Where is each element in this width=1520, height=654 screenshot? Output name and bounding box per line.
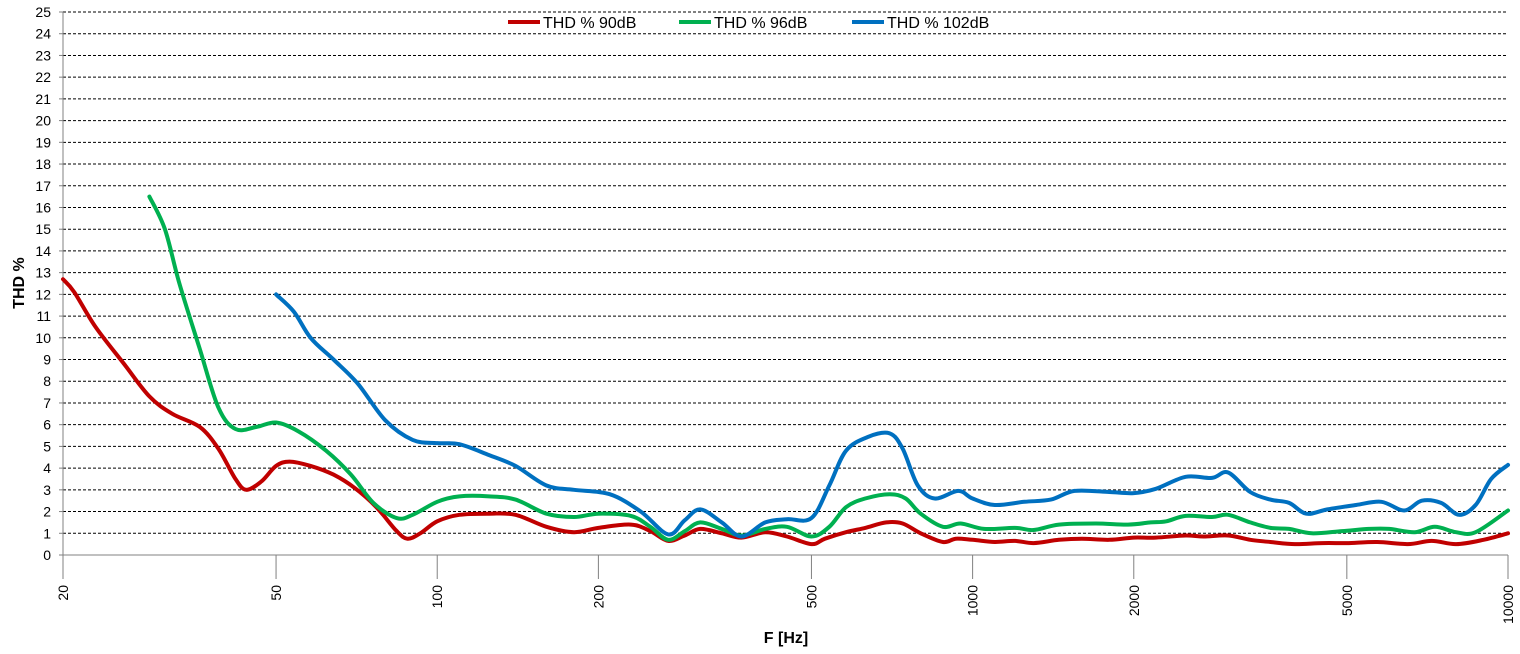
x-tick-label: 20 xyxy=(55,585,71,601)
series-line xyxy=(147,194,1510,542)
legend-label: THD % 96dB xyxy=(714,15,807,32)
y-tick-label: 0 xyxy=(43,547,51,563)
x-tick-label: 2000 xyxy=(1126,585,1142,616)
x-tick-labels: 20 50 100 200 500 1000 2000 5000 10000 xyxy=(55,555,1516,624)
x-tick-label: 50 xyxy=(268,585,284,601)
series-line xyxy=(274,292,1510,539)
x-tick-label: 500 xyxy=(803,585,819,609)
x-tick-label: 10000 xyxy=(1500,585,1516,624)
y-tick-label: 24 xyxy=(35,26,51,42)
y-tick-label: 21 xyxy=(35,91,51,107)
y-tick-label: 7 xyxy=(43,395,51,411)
x-axis-title: F [Hz] xyxy=(764,630,808,647)
y-tick-label: 18 xyxy=(35,156,51,172)
y-tick-labels: 0123456789101112131415161718192021222324… xyxy=(35,4,63,563)
y-tick-label: 9 xyxy=(43,352,51,368)
series-line xyxy=(61,277,1510,547)
x-tick-label: 200 xyxy=(590,585,606,609)
y-tick-label: 13 xyxy=(35,265,51,281)
x-tick-label: 100 xyxy=(429,585,445,609)
legend-label: THD % 90dB xyxy=(543,15,636,32)
y-tick-label: 6 xyxy=(43,417,51,433)
y-tick-label: 10 xyxy=(35,330,51,346)
y-tick-label: 25 xyxy=(35,4,51,20)
grid-lines xyxy=(63,11,1508,534)
legend: THD % 90dB THD % 96dB THD % 102dB xyxy=(508,15,989,32)
y-tick-label: 11 xyxy=(36,308,51,324)
y-tick-label: 1 xyxy=(43,525,51,541)
y-tick-label: 12 xyxy=(35,286,51,302)
y-tick-label: 22 xyxy=(35,69,51,85)
y-axis-title: THD % xyxy=(11,257,28,309)
y-tick-label: 5 xyxy=(43,438,51,454)
y-tick-label: 23 xyxy=(35,47,51,63)
y-tick-label: 3 xyxy=(43,482,51,498)
y-tick-label: 14 xyxy=(35,243,51,259)
x-tick-label: 5000 xyxy=(1339,585,1355,616)
y-tick-label: 20 xyxy=(35,113,51,129)
y-tick-label: 4 xyxy=(43,460,51,476)
y-tick-label: 15 xyxy=(35,221,51,237)
axes xyxy=(62,12,1508,556)
legend-label: THD % 102dB xyxy=(887,15,989,32)
y-tick-label: 19 xyxy=(35,134,51,150)
y-tick-label: 16 xyxy=(35,199,51,215)
x-tick-label: 1000 xyxy=(965,585,981,616)
y-tick-label: 17 xyxy=(35,178,51,194)
series-lines xyxy=(61,194,1510,547)
y-tick-label: 8 xyxy=(43,373,51,389)
y-tick-label: 2 xyxy=(43,504,51,520)
